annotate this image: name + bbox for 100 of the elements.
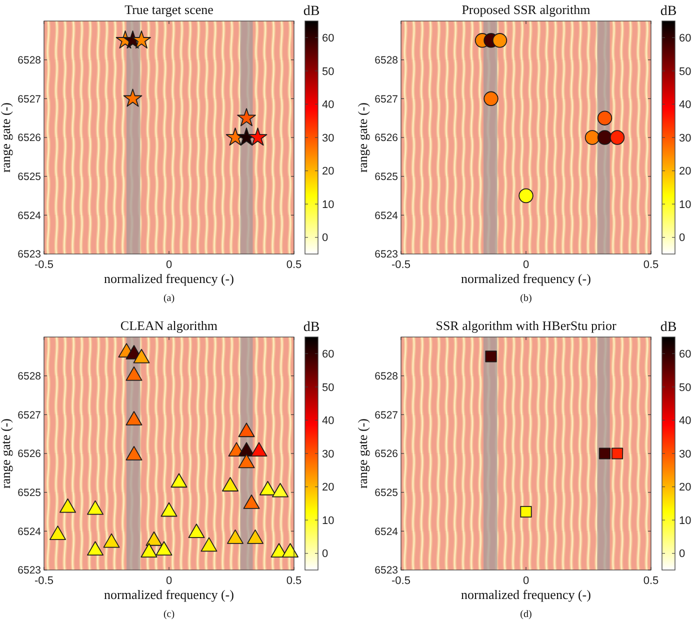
x-tick-label: 0 — [166, 259, 172, 271]
chart-title: True target scene — [124, 2, 214, 17]
x-tick-label: -0.5 — [392, 575, 410, 587]
point — [60, 498, 76, 513]
color-bar-label: 50 — [322, 66, 334, 78]
point — [50, 526, 66, 540]
x-axis-title: normalized frequency (-) — [104, 587, 234, 602]
point — [126, 446, 142, 460]
color-bar-label: 40 — [322, 99, 334, 112]
color-bar-title: dB — [660, 4, 677, 19]
y-tick-label: 6524 — [18, 210, 42, 222]
point — [243, 494, 260, 509]
point — [584, 130, 600, 145]
color-bar-label: 40 — [679, 99, 692, 112]
color-bar-label: 10 — [679, 514, 692, 527]
x-tick-label: 0.5 — [643, 259, 659, 271]
color-bar-title: dB — [303, 320, 320, 335]
y-axis-title: range gate (-) — [355, 102, 370, 173]
point — [200, 537, 218, 552]
point — [250, 442, 268, 457]
y-tick-label: 6525 — [18, 171, 42, 184]
point — [272, 482, 288, 498]
y-tick-label: 6523 — [374, 564, 398, 577]
point — [484, 91, 498, 106]
color-bar-label: 20 — [679, 482, 692, 494]
color-bar-label: 20 — [679, 166, 692, 178]
y-tick-label: 6525 — [374, 487, 398, 500]
color-bar-label: 50 — [322, 382, 334, 394]
y-tick-label: 6528 — [374, 54, 398, 67]
point — [87, 541, 104, 556]
y-axis-title: range gate (-) — [355, 418, 370, 489]
point — [520, 506, 532, 518]
point — [188, 524, 205, 538]
chart-title: SSR algorithm with HBerStu prior — [436, 318, 617, 333]
y-tick-label: 6528 — [18, 370, 42, 383]
y-tick-label: 6528 — [18, 54, 42, 67]
y-tick-label: 6526 — [374, 448, 398, 460]
color-bar-label: 50 — [679, 66, 692, 78]
color-bar-label: 60 — [322, 348, 334, 360]
point — [170, 473, 188, 488]
color-bar-title: dB — [660, 320, 677, 335]
point — [492, 33, 508, 48]
point — [611, 448, 624, 460]
y-tick-label: 6528 — [374, 370, 398, 383]
point — [597, 130, 612, 145]
x-tick-label: 0 — [166, 575, 172, 587]
point — [248, 128, 268, 146]
y-axis-title: range gate (-) — [0, 102, 13, 173]
point — [610, 130, 625, 145]
color-bar-label: 10 — [322, 198, 334, 211]
color-bar-label: 50 — [679, 382, 692, 394]
point — [103, 533, 120, 548]
y-tick-label: 6525 — [18, 487, 42, 500]
x-tick-label: -0.5 — [34, 575, 54, 587]
y-tick-label: 6527 — [374, 93, 398, 106]
color-bar-label: 30 — [679, 448, 692, 460]
x-tick-label: 0.5 — [643, 575, 659, 587]
color-bar-label: 30 — [322, 132, 334, 144]
point — [282, 543, 298, 558]
x-tick-label: 0.5 — [286, 575, 302, 587]
y-tick-label: 6526 — [374, 132, 398, 144]
point — [597, 110, 612, 126]
point — [140, 543, 158, 558]
x-tick-label: -0.5 — [34, 259, 54, 271]
color-bar-label: 10 — [322, 514, 334, 527]
point — [247, 529, 264, 544]
color-bar-label: 10 — [679, 198, 692, 211]
text: (d) — [520, 609, 532, 620]
point — [238, 454, 255, 468]
point — [260, 480, 276, 496]
color-bar-label: 40 — [679, 415, 692, 428]
y-tick-label: 6524 — [18, 526, 42, 538]
point — [87, 500, 104, 515]
color-bar-label: 0 — [322, 232, 328, 244]
point — [146, 531, 162, 546]
chart-title: CLEAN algorithm — [120, 318, 218, 333]
x-axis-title: normalized frequency (-) — [104, 271, 234, 286]
point — [485, 350, 497, 362]
text: (c) — [163, 609, 175, 620]
color-bar-label: 60 — [679, 32, 692, 44]
y-tick-label: 6523 — [18, 564, 42, 577]
color-bar-label: 0 — [322, 548, 328, 560]
text: (a) — [163, 293, 175, 304]
color-bar-label: 30 — [322, 448, 334, 460]
x-tick-label: 0 — [522, 259, 530, 271]
y-tick-label: 6524 — [374, 210, 398, 222]
x-axis-title: normalized frequency (-) — [461, 587, 591, 602]
point — [598, 448, 611, 460]
y-tick-label: 6525 — [374, 171, 398, 184]
x-tick-label: -0.5 — [392, 259, 410, 271]
point — [238, 422, 255, 438]
y-tick-label: 6527 — [18, 409, 42, 422]
color-bar-label: 0 — [679, 548, 686, 560]
point — [126, 411, 142, 426]
x-tick-label: 0 — [522, 575, 530, 587]
point — [123, 88, 142, 107]
point — [156, 541, 172, 556]
color-bar-label: 60 — [679, 348, 692, 360]
y-tick-label: 6524 — [374, 526, 398, 538]
y-tick-label: 6527 — [18, 93, 42, 106]
